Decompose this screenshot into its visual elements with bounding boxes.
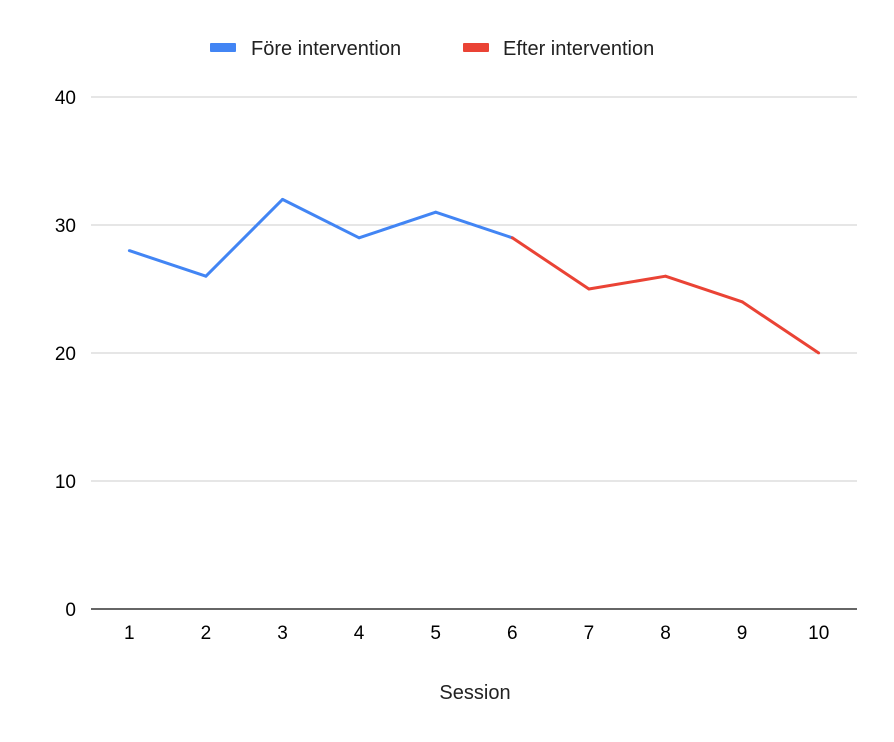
x-axis-title: Session bbox=[439, 682, 510, 704]
x-tick-label: 3 bbox=[277, 623, 288, 644]
gridlines bbox=[91, 96, 857, 482]
x-tick-label: 8 bbox=[660, 623, 671, 644]
legend-label-before: Före intervention bbox=[251, 38, 401, 60]
x-tick-label: 10 bbox=[808, 623, 829, 644]
data-point[interactable] bbox=[434, 210, 438, 214]
x-tick-label: 5 bbox=[430, 623, 441, 644]
data-point[interactable] bbox=[127, 249, 131, 253]
series-lines bbox=[127, 197, 821, 355]
series-line-after[interactable] bbox=[511, 236, 820, 355]
legend-item-before[interactable]: Före intervention bbox=[210, 38, 401, 60]
x-axis-tick-labels: 1 2 3 4 5 6 7 8 9 10 bbox=[124, 623, 829, 644]
y-tick-label: 30 bbox=[55, 216, 76, 237]
y-tick-label: 10 bbox=[55, 472, 76, 493]
legend-swatch-before bbox=[210, 43, 236, 52]
x-tick-label: 7 bbox=[584, 623, 595, 644]
series-line-before[interactable] bbox=[128, 197, 513, 278]
legend: Före intervention Efter intervention bbox=[210, 38, 654, 60]
data-point[interactable] bbox=[357, 236, 361, 240]
y-tick-label: 0 bbox=[65, 600, 76, 621]
data-point[interactable] bbox=[817, 351, 821, 355]
y-tick-label: 20 bbox=[55, 344, 76, 365]
data-point[interactable] bbox=[587, 287, 591, 291]
x-tick-label: 2 bbox=[201, 623, 212, 644]
x-tick-label: 1 bbox=[124, 623, 135, 644]
data-point[interactable] bbox=[664, 274, 667, 278]
y-axis-tick-labels: 0 10 20 30 40 bbox=[55, 88, 76, 621]
data-point[interactable] bbox=[204, 274, 208, 278]
legend-swatch-after bbox=[463, 43, 489, 52]
data-point[interactable] bbox=[281, 198, 284, 201]
x-tick-label: 9 bbox=[737, 623, 748, 644]
data-point[interactable] bbox=[510, 236, 514, 240]
x-tick-label: 4 bbox=[354, 623, 365, 644]
legend-item-after[interactable]: Efter intervention bbox=[463, 38, 654, 60]
y-tick-label: 40 bbox=[55, 88, 76, 109]
x-tick-label: 6 bbox=[507, 623, 518, 644]
data-point[interactable] bbox=[740, 300, 744, 304]
legend-label-after: Efter intervention bbox=[503, 38, 654, 60]
